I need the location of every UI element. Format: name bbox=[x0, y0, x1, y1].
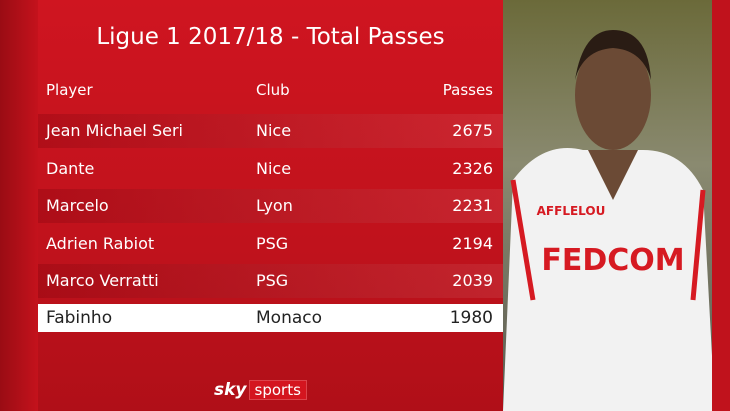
cell: 2039 bbox=[452, 271, 493, 290]
player-photo: FEDCOM AFFLELOU bbox=[503, 0, 715, 411]
table-row: Marcelo Lyon 2231 bbox=[38, 189, 503, 223]
shirt-trim bbox=[510, 179, 706, 301]
hair bbox=[575, 30, 651, 80]
header-row: Player Club Passes bbox=[38, 73, 503, 107]
cell: Nice bbox=[256, 158, 292, 178]
cell: Club bbox=[256, 81, 290, 99]
cell: 2194 bbox=[452, 233, 493, 253]
cell: PSG bbox=[256, 271, 289, 290]
neck bbox=[588, 150, 638, 200]
head bbox=[575, 40, 651, 150]
cell: Player bbox=[46, 81, 93, 99]
shirt bbox=[503, 148, 715, 411]
cell: PSG bbox=[256, 233, 289, 253]
cell: Passes bbox=[442, 81, 493, 99]
table-panel: Ligue 1 2017/18 - Total Passes Player Clu… bbox=[38, 0, 503, 411]
cell: Dante bbox=[46, 158, 95, 178]
cell: Jean Michael Seri bbox=[46, 121, 183, 140]
shirt-brand: AFFLELOU bbox=[537, 204, 606, 218]
table-row: Marco Verratti PSG 2039 bbox=[38, 264, 503, 298]
cell: Fabinho bbox=[46, 308, 113, 328]
logo-sky: sky bbox=[214, 380, 247, 400]
shirt-sponsor: FEDCOM bbox=[541, 243, 684, 278]
logo: sky sports bbox=[214, 380, 307, 400]
cell: Adrien Rabiot bbox=[46, 233, 155, 253]
title: Ligue 1 2017/18 - Total Passes bbox=[96, 24, 445, 50]
cell: Marcelo bbox=[46, 196, 109, 215]
photo-frame bbox=[712, 0, 730, 411]
highlight-row: Fabinho Monaco 1980 bbox=[38, 304, 503, 332]
table-row: Adrien Rabiot PSG 2194 bbox=[38, 227, 503, 261]
cell: 2326 bbox=[452, 158, 493, 178]
cell: Marco Verratti bbox=[46, 271, 159, 290]
cell: 1980 bbox=[449, 308, 493, 328]
cell: Nice bbox=[256, 121, 292, 140]
cell: Lyon bbox=[256, 196, 293, 215]
table-row: Jean Michael Seri Nice 2675 bbox=[38, 114, 503, 148]
cell: 2675 bbox=[452, 121, 493, 140]
side-stripe bbox=[0, 0, 38, 411]
logo-sports: sports bbox=[248, 380, 307, 400]
cell: 2231 bbox=[452, 196, 493, 215]
table-row: Dante Nice 2326 bbox=[38, 152, 503, 186]
cell: Monaco bbox=[256, 308, 323, 328]
